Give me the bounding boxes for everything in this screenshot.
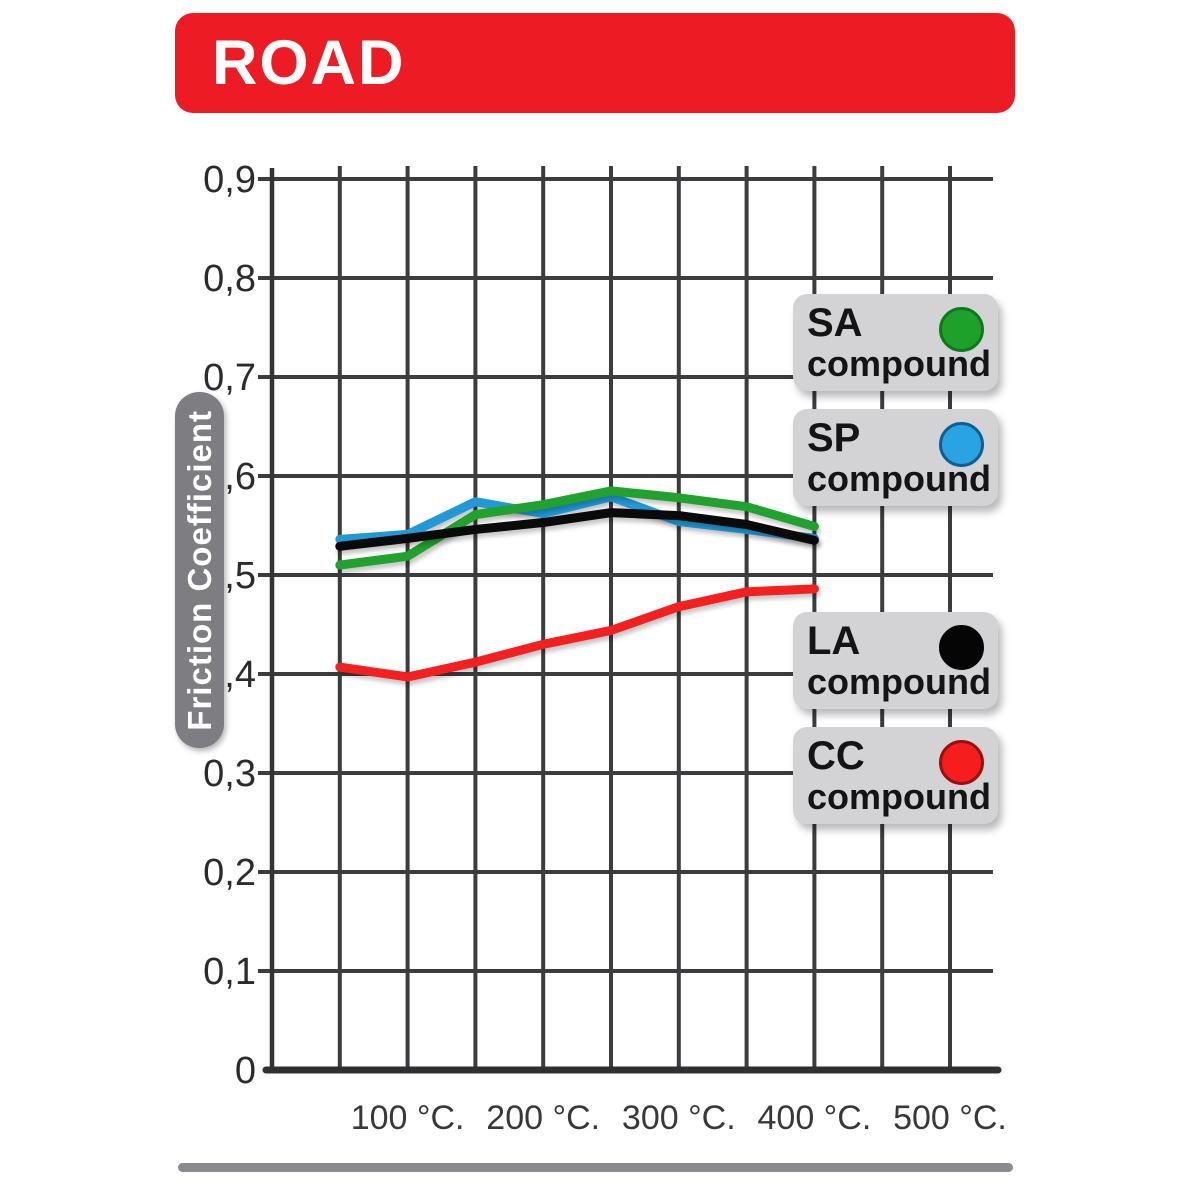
road-banner-label: ROAD	[212, 27, 406, 98]
x-tick-label: 200 °C.	[486, 1099, 600, 1137]
sp-color-dot-icon	[939, 422, 984, 467]
legend-la-code: LA	[807, 619, 861, 663]
series-line-sa	[335, 486, 819, 570]
legend-cc-code: CC	[807, 734, 865, 778]
series-line-cc	[335, 584, 819, 682]
x-tick-label: 100 °C.	[351, 1099, 465, 1137]
legend-sp-compound: SP compound	[793, 409, 998, 506]
legend-sp-code: SP	[807, 416, 861, 460]
y-tick-label: 0,7	[203, 357, 256, 399]
y-tick-label: 0,3	[203, 753, 256, 795]
legend-sa-compound: SA compound	[793, 294, 998, 391]
legend-la-compound: LA compound	[793, 612, 998, 709]
sa-color-dot-icon	[939, 307, 984, 352]
y-tick-label: 0,1	[203, 951, 256, 993]
cc-color-dot-icon	[939, 740, 984, 785]
bottom-divider-bar	[178, 1163, 1013, 1172]
legend-cc-compound: CC compound	[793, 727, 998, 824]
road-banner: ROAD	[175, 13, 1015, 113]
y-axis-title: Friction Coefficient	[180, 409, 218, 731]
la-color-dot-icon	[939, 625, 984, 670]
x-tick-label: 500 °C.	[893, 1099, 1007, 1137]
x-tick-label: 300 °C.	[622, 1099, 736, 1137]
legend-sa-code: SA	[807, 301, 863, 345]
y-tick-label: 0	[235, 1050, 256, 1092]
series-line-sp	[335, 492, 819, 544]
y-tick-label: 0,8	[203, 258, 256, 300]
y-tick-label: 0,2	[203, 852, 256, 894]
x-tick-label: 400 °C.	[758, 1099, 872, 1137]
y-axis-title-pill: Friction Coefficient	[175, 392, 224, 748]
y-tick-label: 0,9	[203, 159, 256, 201]
chart-series	[335, 486, 819, 682]
series-line-la	[335, 508, 819, 551]
